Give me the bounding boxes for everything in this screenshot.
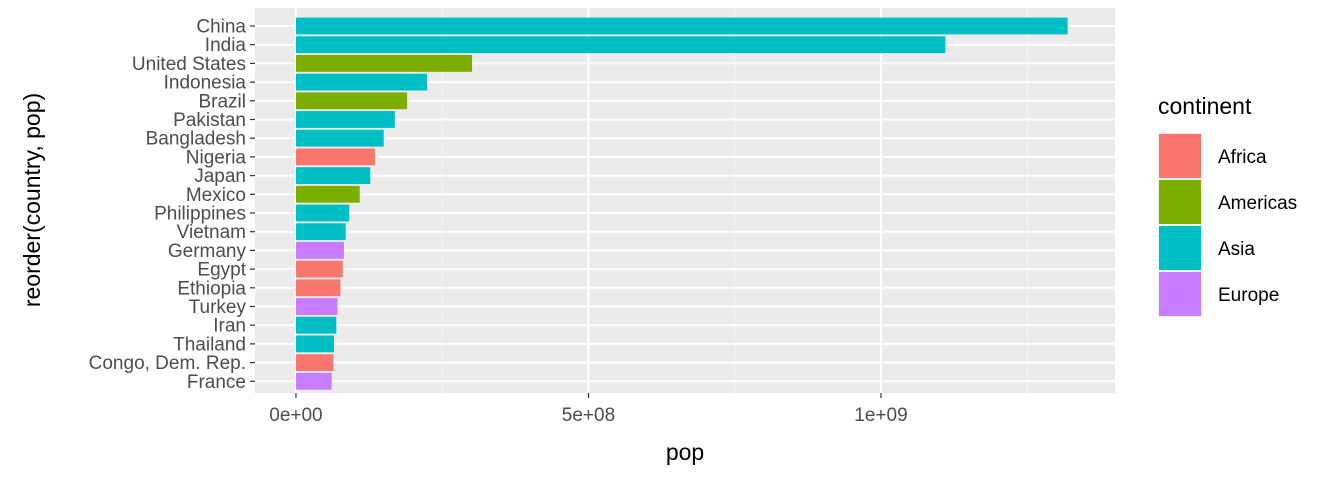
y-tick-label: Philippines	[154, 204, 246, 225]
y-tick-label: Japan	[194, 166, 246, 187]
y-tick-label: United States	[132, 54, 246, 75]
y-tick-label: Congo, Dem. Rep.	[89, 353, 246, 374]
plot-panel	[255, 8, 1115, 393]
legend-title: continent	[1158, 93, 1252, 119]
y-tick-label: Thailand	[173, 334, 246, 355]
bar-congo-dem-rep	[295, 354, 334, 371]
legend-swatch-africa	[1159, 134, 1201, 178]
y-tick-label: France	[187, 372, 246, 393]
bar-japan	[295, 167, 371, 184]
bar-bangladesh	[295, 129, 384, 147]
legend-swatch-americas	[1159, 180, 1201, 224]
bar-india	[295, 36, 946, 54]
x-axis: 0e+00 5e+08 1e+09	[269, 393, 908, 426]
y-tick-label: Egypt	[197, 260, 246, 281]
legend: continent Africa Americas Asia Europe	[1158, 93, 1297, 317]
x-tick-label: 1e+09	[854, 405, 907, 426]
x-tick-label: 5e+08	[562, 405, 615, 426]
bar-turkey	[295, 298, 338, 315]
legend-swatch-europe	[1159, 272, 1201, 316]
legend-label-europe: Europe	[1218, 285, 1279, 306]
y-tick-label: Germany	[168, 241, 247, 262]
bar-pakistan	[295, 111, 395, 128]
bar-mexico	[295, 185, 360, 203]
bar-ethiopia	[295, 279, 341, 297]
y-tick-label: Iran	[213, 316, 246, 337]
minor-gridlines	[441, 8, 1028, 393]
bar-indonesia	[295, 73, 427, 91]
y-tick-label: Pakistan	[173, 110, 246, 131]
bar-thailand	[295, 335, 334, 353]
y-tick-label: Nigeria	[186, 147, 247, 168]
bar-china	[295, 17, 1068, 35]
y-tick-label: Ethiopia	[177, 278, 246, 299]
bar-iran	[295, 316, 337, 334]
y-tick-label: China	[196, 17, 246, 38]
legend-label-americas: Americas	[1218, 193, 1297, 214]
y-tick-label: Bangladesh	[146, 129, 246, 150]
y-tick-label: Indonesia	[164, 73, 247, 94]
y-axis-title: reorder(country, pop)	[19, 93, 45, 307]
bar-egypt	[295, 260, 343, 278]
legend-label-asia: Asia	[1218, 239, 1255, 260]
bar-brazil	[295, 92, 408, 110]
bar-germany	[295, 242, 344, 259]
x-tick-label: 0e+00	[269, 405, 322, 426]
bar-france	[295, 372, 332, 390]
bar-united-states	[295, 55, 473, 72]
y-tick-label: Turkey	[189, 297, 247, 318]
legend-label-africa: Africa	[1218, 147, 1267, 168]
bar-philippines	[295, 204, 350, 222]
bar-vietnam	[295, 223, 346, 241]
y-tick-label: Vietnam	[177, 222, 246, 243]
bars	[295, 17, 1068, 390]
legend-swatch-asia	[1159, 226, 1201, 270]
y-tick-label: India	[205, 35, 247, 56]
bar-nigeria	[295, 148, 375, 166]
x-axis-title: pop	[666, 439, 704, 465]
y-tick-label: Brazil	[198, 91, 246, 112]
y-tick-label: Mexico	[186, 185, 246, 206]
